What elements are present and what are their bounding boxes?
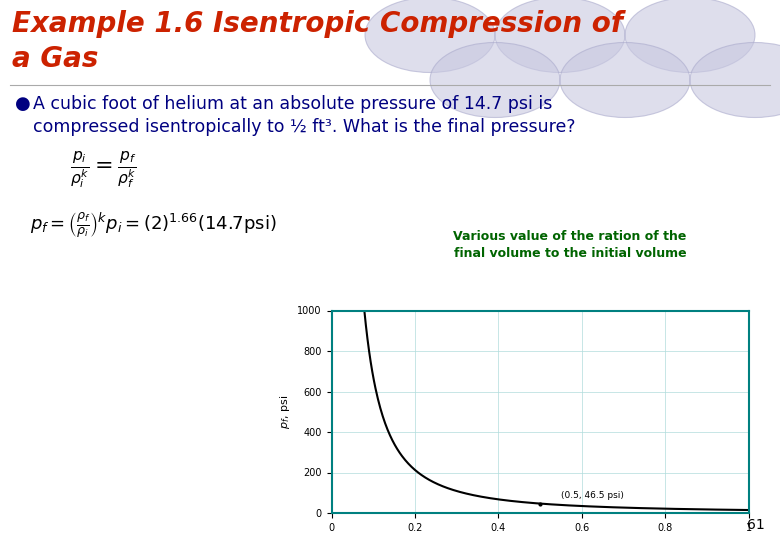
Ellipse shape [560,43,690,118]
Ellipse shape [495,0,625,72]
Text: $p_f = \left(\frac{\rho_f}{\rho_i}\right)^k p_i = (2)^{1.66}(14.7\mathrm{psi})$: $p_f = \left(\frac{\rho_f}{\rho_i}\right… [30,210,276,240]
Y-axis label: $p_f$, psi: $p_f$, psi [278,395,292,429]
Text: final volume to the initial volume: final volume to the initial volume [454,247,686,260]
Text: (0.5, 46.5 psi): (0.5, 46.5 psi) [561,490,624,500]
Ellipse shape [690,43,780,118]
Ellipse shape [625,0,755,72]
X-axis label: $V_f/V_i$: $V_f/V_i$ [527,538,553,540]
Text: $\frac{p_i}{\rho_i^k} = \frac{p_f}{\rho_f^k}$: $\frac{p_i}{\rho_i^k} = \frac{p_f}{\rho_… [70,150,136,191]
Ellipse shape [430,43,560,118]
Text: a Gas: a Gas [12,45,98,73]
Text: Various value of the ration of the: Various value of the ration of the [453,230,686,243]
Ellipse shape [365,0,495,72]
Text: 61: 61 [747,518,765,532]
Text: A cubic foot of helium at an absolute pressure of 14.7 psi is: A cubic foot of helium at an absolute pr… [33,95,552,113]
Text: ●: ● [15,95,30,113]
Text: compressed isentropically to ½ ft³. What is the final pressure?: compressed isentropically to ½ ft³. What… [33,118,576,136]
Text: Example 1.6 Isentropic Compression of: Example 1.6 Isentropic Compression of [12,10,623,38]
